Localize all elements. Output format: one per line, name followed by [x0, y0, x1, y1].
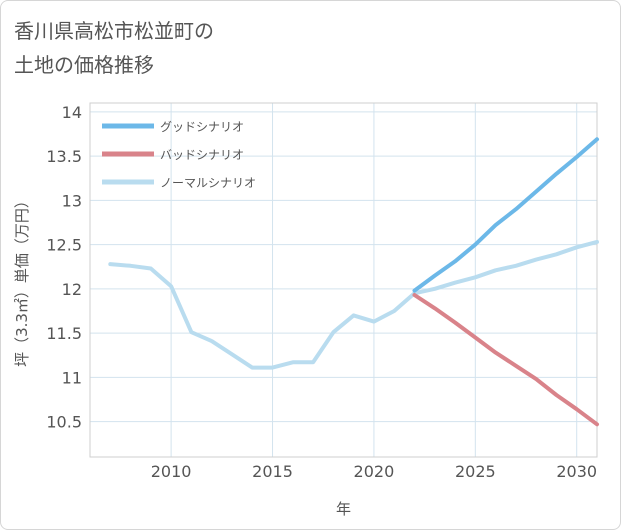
- series-line-2: [108, 239, 599, 370]
- y-tick-label: 11: [62, 368, 82, 387]
- y-tick-label: 11.5: [46, 324, 82, 343]
- chart-title: 香川県高松市松並町の 土地の価格推移: [14, 14, 574, 82]
- y-tick-label: 13.5: [46, 147, 82, 166]
- y-tick-label: 14: [62, 103, 82, 122]
- x-tick-label: 2015: [252, 462, 293, 481]
- series-lines: [108, 137, 599, 427]
- legend-label: バッドシナリオ: [160, 148, 244, 162]
- chart-title-line-1: 香川県高松市松並町の: [14, 19, 214, 43]
- series-line-1: [412, 293, 599, 427]
- x-axis-label: 年: [336, 500, 351, 518]
- x-tick-label: 2025: [455, 462, 496, 481]
- legend-label: グッドシナリオ: [160, 120, 244, 134]
- chart-title-line-2: 土地の価格推移: [14, 53, 154, 77]
- series-line-0: [412, 137, 599, 293]
- legend-label: ノーマルシナリオ: [160, 176, 256, 190]
- plot-area: [89, 102, 598, 458]
- x-tick-label: 2030: [556, 462, 597, 481]
- x-tick-label: 2010: [151, 462, 192, 481]
- y-axis-label: 坪（3.3㎡）単価（万円）: [13, 193, 31, 367]
- x-axis-ticks: 2010 2015 2020 2025 2030: [151, 462, 597, 481]
- y-tick-label: 13: [62, 191, 82, 210]
- x-tick-label: 2020: [354, 462, 395, 481]
- y-tick-label: 12.5: [46, 236, 82, 255]
- y-axis-ticks: 10.5 11 11.5 12 12.5 13 13.5 14: [46, 103, 82, 432]
- grid-lines: [90, 103, 597, 457]
- y-tick-label: 12: [62, 280, 82, 299]
- y-tick-label: 10.5: [46, 413, 82, 432]
